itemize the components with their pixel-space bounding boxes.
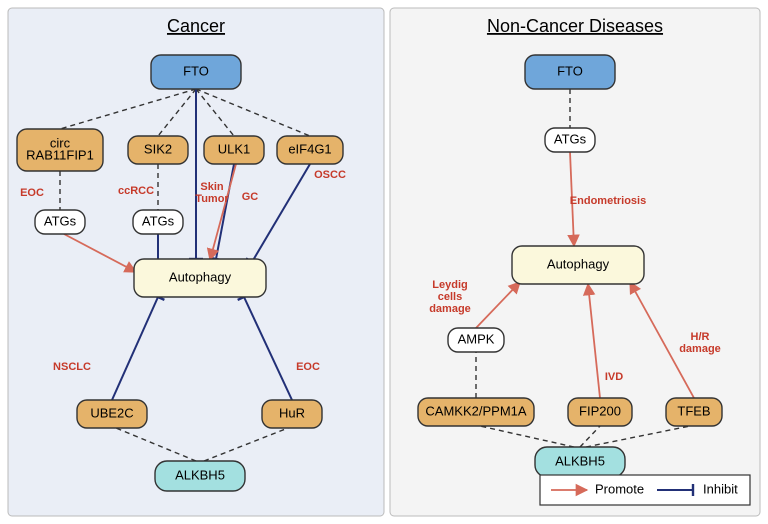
panel-left-title: Cancer bbox=[167, 16, 225, 36]
disease-label: NSCLC bbox=[53, 361, 91, 373]
disease-label: Endometriosis bbox=[570, 195, 646, 207]
node-l_fto-text: FTO bbox=[183, 63, 209, 78]
disease-label: H/R bbox=[691, 331, 710, 343]
node-r_camkk2-text: CAMKK2/PPM1A bbox=[425, 403, 526, 418]
node-l_circ-text: RAB11FIP1 bbox=[26, 147, 94, 162]
node-l_sik2-text: SIK2 bbox=[144, 141, 172, 156]
node-l_ube2c-text: UBE2C bbox=[90, 405, 133, 420]
node-r_autophagy-text: Autophagy bbox=[547, 256, 610, 271]
disease-label: GC bbox=[242, 191, 259, 203]
node-r_tfeb-text: TFEB bbox=[677, 403, 710, 418]
disease-label: cells bbox=[438, 291, 462, 303]
node-l_atgs2-text: ATGs bbox=[142, 213, 175, 228]
node-r_ampk-text: AMPK bbox=[458, 331, 495, 346]
node-r_atgs-text: ATGs bbox=[554, 131, 587, 146]
disease-label: damage bbox=[429, 303, 471, 315]
disease-label: Tumor bbox=[195, 193, 229, 205]
legend-promote-label: Promote bbox=[595, 481, 644, 496]
legend-inhibit-label: Inhibit bbox=[703, 481, 738, 496]
disease-label: OSCC bbox=[314, 169, 346, 181]
node-l_autophagy-text: Autophagy bbox=[169, 269, 232, 284]
node-r_alkbh5-text: ALKBH5 bbox=[555, 453, 605, 468]
node-l_atgs1-text: ATGs bbox=[44, 213, 77, 228]
node-l_alkbh5-text: ALKBH5 bbox=[175, 467, 225, 482]
node-r_fto-text: FTO bbox=[557, 63, 583, 78]
disease-label: damage bbox=[679, 343, 721, 355]
disease-label: IVD bbox=[605, 371, 623, 383]
disease-label: EOC bbox=[296, 361, 320, 373]
disease-label: Leydig bbox=[432, 279, 467, 291]
node-l_ulk1-text: ULK1 bbox=[218, 141, 251, 156]
node-l_eif4g1-text: eIF4G1 bbox=[288, 141, 331, 156]
disease-label: EOC bbox=[20, 187, 44, 199]
node-l_hur-text: HuR bbox=[279, 405, 305, 420]
node-r_fip200-text: FIP200 bbox=[579, 403, 621, 418]
disease-label: Skin bbox=[200, 181, 224, 193]
panel-right-title: Non-Cancer Diseases bbox=[487, 16, 663, 36]
disease-label: ccRCC bbox=[118, 185, 154, 197]
